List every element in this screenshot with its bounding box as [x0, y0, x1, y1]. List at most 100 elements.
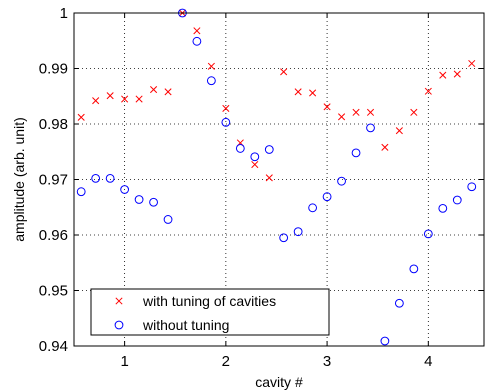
data-point-without-tuning — [250, 152, 260, 162]
marker-stroke — [294, 88, 302, 96]
data-point-with-tuning — [150, 86, 158, 94]
data-points — [76, 8, 477, 346]
data-point-without-tuning — [134, 195, 144, 204]
x-tick-label: 2 — [222, 353, 230, 370]
data-point-with-tuning — [309, 89, 317, 97]
data-point-with-tuning — [135, 95, 143, 103]
y-tick-label: 0.98 — [39, 116, 68, 133]
data-point-with-tuning — [92, 97, 100, 105]
marker-stroke — [92, 97, 100, 105]
data-point-without-tuning — [394, 298, 404, 308]
data-point-with-tuning — [352, 108, 360, 116]
marker-stroke — [453, 70, 461, 78]
legend-marker-without-tuning — [114, 320, 124, 330]
data-point-with-tuning — [222, 104, 230, 113]
data-point-with-tuning — [77, 113, 85, 121]
data-point-without-tuning — [221, 117, 231, 127]
data-point-without-tuning — [467, 182, 477, 192]
marker-stroke — [121, 95, 129, 103]
marker-stroke — [280, 68, 288, 76]
data-point-with-tuning — [207, 62, 215, 70]
marker-stroke — [338, 113, 346, 121]
data-point-with-tuning — [366, 108, 375, 116]
marker-stroke — [352, 108, 360, 116]
legend-marker-symbol — [115, 297, 123, 305]
data-point-with-tuning — [381, 143, 389, 151]
data-point-without-tuning — [105, 173, 115, 183]
marker-stroke — [77, 113, 85, 121]
data-point-without-tuning — [409, 264, 419, 274]
marker-stroke — [309, 89, 317, 97]
data-point-with-tuning — [323, 103, 331, 111]
marker-stroke — [410, 108, 418, 116]
data-point-without-tuning — [76, 187, 86, 197]
marker-stroke — [106, 92, 114, 100]
data-point-with-tuning — [280, 68, 288, 76]
data-point-without-tuning — [452, 195, 462, 205]
data-point-with-tuning — [251, 160, 259, 169]
data-point-without-tuning — [235, 144, 245, 153]
series-with-tuning — [77, 9, 476, 182]
marker-stroke — [468, 59, 476, 68]
marker-stroke — [265, 174, 273, 182]
data-point-with-tuning — [439, 71, 447, 79]
data-point-without-tuning — [264, 145, 274, 154]
marker-stroke — [381, 143, 389, 151]
marker-stroke — [366, 108, 375, 116]
data-point-with-tuning — [106, 92, 114, 100]
data-point-with-tuning — [193, 27, 201, 35]
y-tick-label: 0.99 — [39, 61, 68, 78]
data-point-without-tuning — [337, 176, 346, 186]
data-point-without-tuning — [380, 336, 390, 346]
marker-stroke — [424, 87, 432, 95]
data-point-without-tuning — [423, 229, 433, 239]
data-point-without-tuning — [206, 76, 216, 86]
marker-stroke — [222, 104, 230, 113]
data-point-with-tuning — [265, 174, 273, 182]
y-tick-label: 0.96 — [39, 227, 68, 244]
x-axis-label: cavity # — [255, 374, 303, 390]
data-point-without-tuning — [91, 173, 101, 183]
y-tick-label: 1 — [60, 5, 68, 22]
marker-stroke — [207, 62, 215, 70]
marker-stroke — [135, 95, 143, 103]
legend-marker-with-tuning — [115, 297, 123, 305]
data-point-without-tuning — [308, 203, 318, 213]
marker-stroke — [164, 88, 172, 96]
data-point-without-tuning — [366, 123, 375, 133]
data-point-without-tuning — [192, 36, 202, 46]
data-point-without-tuning — [149, 197, 158, 207]
data-point-with-tuning — [395, 127, 403, 135]
marker-stroke — [251, 160, 259, 169]
data-point-with-tuning — [121, 95, 129, 103]
marker-stroke — [150, 86, 158, 94]
data-point-without-tuning — [120, 185, 130, 194]
axis-ticks: 1 2 3 4 0.94 0.95 0.96 0.97 0.98 0.99 1 — [39, 5, 484, 370]
y-axis-label: amplitude (arb. unit) — [11, 117, 27, 242]
legend-label-without-tuning: without tuning — [142, 317, 229, 333]
y-tick-label: 0.94 — [39, 338, 68, 355]
marker-stroke — [323, 103, 331, 111]
y-tick-label: 0.95 — [39, 283, 68, 300]
y-tick-label: 0.97 — [39, 172, 68, 189]
data-point-with-tuning — [338, 113, 346, 121]
data-point-with-tuning — [468, 59, 476, 68]
data-point-with-tuning — [453, 70, 461, 78]
legend-box — [90, 288, 330, 336]
data-point-with-tuning — [294, 88, 302, 96]
data-point-without-tuning — [279, 233, 289, 243]
data-point-with-tuning — [164, 88, 172, 96]
legend-marker-symbol — [114, 320, 124, 330]
legend: with tuning of cavities without tuning — [90, 288, 330, 336]
marker-stroke — [115, 297, 123, 305]
legend-label-with-tuning: with tuning of cavities — [142, 293, 276, 309]
marker-stroke — [395, 127, 403, 135]
data-point-with-tuning — [424, 87, 432, 95]
x-tick-label: 3 — [323, 353, 331, 370]
x-tick-label: 1 — [120, 353, 128, 370]
marker-stroke — [439, 71, 447, 79]
data-point-without-tuning — [163, 215, 173, 224]
data-point-without-tuning — [322, 192, 332, 202]
data-point-without-tuning — [351, 148, 361, 158]
